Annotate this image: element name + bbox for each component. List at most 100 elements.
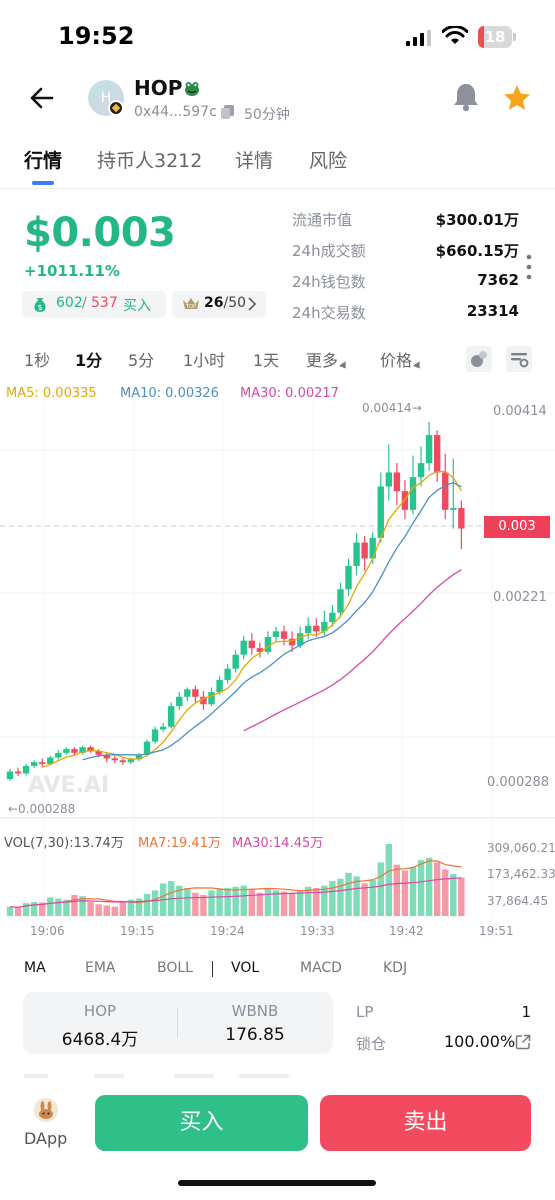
indicator-settings-icon[interactable] — [466, 346, 492, 372]
vol-legend: VOL(7,30):13.74万 — [4, 836, 124, 851]
volume-bar — [71, 895, 78, 916]
price-change: +1011.11% — [24, 262, 120, 280]
ma5-legend: MA5: 0.00335 — [6, 386, 97, 401]
high-marker: 0.00414→ — [362, 401, 422, 415]
volume-bar — [143, 893, 151, 916]
indicator-macd[interactable]: MACD — [300, 960, 342, 976]
timeframe-1m[interactable]: 1分 — [75, 351, 103, 370]
candlestick-chart[interactable]: AVE.AI — [0, 400, 555, 940]
rank-current: 26 — [204, 295, 224, 311]
tab-holders[interactable]: 持币人3212 — [97, 150, 203, 172]
scroll-fade-content — [24, 1074, 289, 1078]
pancakeswap-bunny-icon[interactable] — [34, 1098, 58, 1122]
indicator-ema[interactable]: EMA — [85, 960, 116, 976]
buy-button[interactable]: 买入 — [95, 1095, 308, 1151]
candle-body — [14, 771, 22, 774]
volume-bar — [401, 870, 409, 916]
y-axis-tick: 0.00221 — [493, 590, 547, 605]
volume-bar — [345, 872, 352, 916]
candle-body — [369, 537, 376, 559]
battery-level: 18 — [484, 28, 506, 46]
bnb-chain-icon — [108, 100, 124, 116]
volume-bar — [369, 879, 376, 916]
indicator-boll[interactable]: BOLL — [157, 960, 193, 976]
candle-body — [71, 749, 78, 753]
candle-body — [135, 754, 143, 760]
candle-body — [87, 747, 94, 751]
signal-icon — [406, 30, 431, 46]
candle-body — [409, 477, 417, 510]
indicator-kdj[interactable]: KDJ — [383, 960, 408, 976]
candle-body — [450, 507, 457, 510]
stat-label: 24h交易数 — [292, 304, 366, 322]
timeframe-5m[interactable]: 5分 — [128, 351, 155, 370]
bell-icon[interactable] — [452, 82, 480, 112]
volume-bar — [30, 902, 38, 916]
timeframe-1d[interactable]: 1天 — [253, 351, 280, 370]
x-axis-tick: 19:51 — [479, 924, 514, 938]
token-avatar: H — [88, 80, 124, 116]
candle-body — [103, 754, 110, 759]
vol-ma7-legend: MA7:19.41万 — [138, 836, 221, 851]
volume-bar — [63, 899, 70, 916]
volume-bar — [87, 902, 94, 916]
volume-bar — [321, 885, 328, 916]
tab-risk[interactable]: 风险 — [309, 150, 348, 172]
copy-icon[interactable] — [221, 105, 234, 119]
volume-bar — [313, 888, 320, 916]
volume-bar — [248, 889, 255, 916]
volume-bar — [280, 891, 288, 916]
timeframe-more[interactable]: 更多 — [306, 347, 350, 371]
battery-icon: 18 — [478, 26, 516, 48]
more-vertical-icon[interactable] — [525, 254, 533, 280]
volume-bar — [361, 883, 368, 916]
volume-bar — [119, 900, 127, 916]
indicator-ma[interactable]: MA — [24, 960, 46, 976]
candle-body — [329, 612, 336, 622]
x-axis-tick: 19:33 — [300, 924, 335, 938]
volume-bar — [111, 906, 118, 916]
lock-value: 100.00% — [444, 1032, 516, 1051]
tab-market[interactable]: 行情 — [24, 150, 63, 172]
volume-bar — [184, 888, 191, 916]
home-indicator — [178, 1180, 376, 1186]
candle-body — [111, 758, 118, 761]
ma5-line — [41, 470, 462, 769]
volume-bar — [393, 864, 401, 916]
timeframe-1h[interactable]: 1小时 — [183, 351, 226, 370]
chart-watermark: AVE.AI — [28, 773, 109, 798]
volume-bar — [417, 860, 425, 916]
timeframe-more-label: 更多 — [306, 351, 339, 370]
volume-bar — [433, 862, 441, 916]
volume-bar — [216, 889, 223, 916]
volume-bar — [224, 888, 231, 916]
volume-bar — [208, 890, 215, 916]
money-bag-icon: $ — [34, 298, 46, 312]
indicator-vol[interactable]: VOL — [231, 960, 260, 976]
stat-value: $300.01万 — [435, 211, 519, 229]
sell-button[interactable]: 卖出 — [320, 1095, 531, 1151]
candle-body — [272, 631, 280, 637]
dapp-label[interactable]: DApp — [24, 1129, 68, 1148]
external-link-icon[interactable] — [515, 1034, 531, 1050]
timeframe-1s[interactable]: 1秒 — [24, 351, 51, 370]
candle-body — [168, 706, 175, 727]
candle-body — [240, 640, 247, 655]
buy-sell-count-chip[interactable]: 602 / 537 买入 — [22, 291, 166, 318]
candle-body — [176, 696, 183, 707]
back-arrow-icon[interactable] — [28, 84, 56, 112]
candle-body — [232, 654, 239, 669]
stat-label: 24h成交额 — [292, 242, 366, 260]
volume-bar — [377, 862, 384, 916]
candle-body — [417, 463, 425, 478]
rank-text: 26/50 — [204, 295, 246, 311]
favorite-star-icon[interactable] — [502, 83, 532, 113]
candle-body — [216, 679, 223, 693]
chart-settings-icon[interactable] — [506, 346, 532, 372]
volume-bar — [47, 897, 54, 916]
candle-body — [337, 589, 344, 613]
volume-bar — [22, 903, 30, 916]
tab-details[interactable]: 详情 — [235, 150, 274, 172]
candle-body — [264, 636, 272, 652]
price-mode-select[interactable]: 价格 — [380, 347, 424, 371]
